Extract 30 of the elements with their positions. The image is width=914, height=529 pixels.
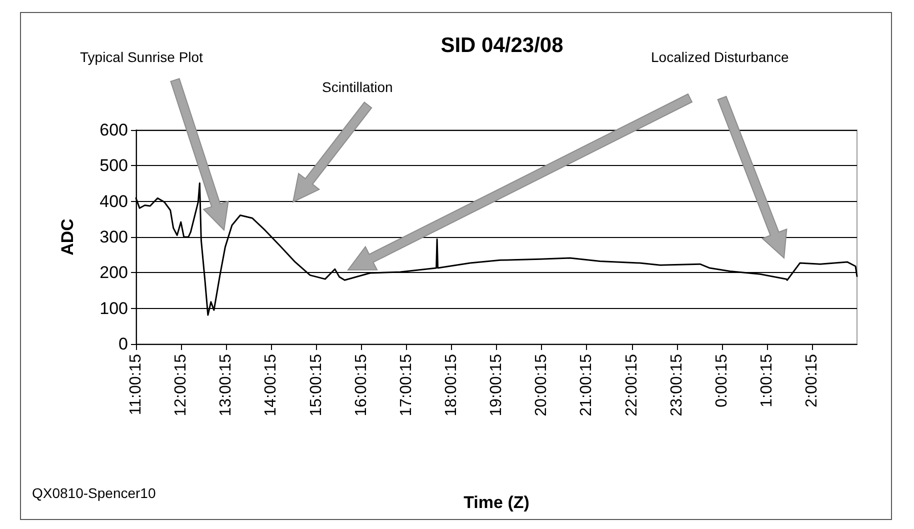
- text: Localized Disturbance: [651, 49, 789, 65]
- x-tick-label: 23:00:15: [668, 354, 686, 416]
- y-tick-label: 300: [100, 228, 128, 246]
- text: Scintillation: [322, 79, 393, 95]
- y-tick-label: 0: [118, 334, 128, 354]
- x-tick-label: 19:00:15: [488, 354, 506, 416]
- y-tick-label: 200: [100, 263, 128, 282]
- x-tick-label: 22:00:15: [623, 354, 640, 416]
- y-tick-label: 500: [100, 156, 128, 176]
- y-tick-label: 100: [100, 298, 128, 318]
- x-tick-label: 15:00:15: [308, 354, 325, 416]
- x-tick-label: 16:00:15: [352, 354, 370, 416]
- text: Typical Sunrise Plot: [80, 49, 204, 65]
- x-tick-label: 11:00:15: [128, 354, 144, 416]
- y-axis-title: ADC: [58, 218, 77, 256]
- chart-title: SID 04/23/08: [440, 34, 564, 57]
- x-tick-label: 21:00:15: [578, 354, 596, 416]
- x-tick-label: 12:00:15: [172, 354, 190, 416]
- x-tick-label: 14:00:15: [262, 354, 280, 416]
- x-tick-label: 20:00:15: [533, 354, 550, 416]
- x-tick-label: 0:00:15: [713, 354, 730, 408]
- y-tick-label: 400: [100, 192, 128, 211]
- x-axis-title: Time (Z): [464, 493, 530, 512]
- x-tick-label: 2:00:15: [804, 354, 821, 408]
- x-tick-label: 1:00:15: [758, 354, 776, 408]
- text: QX0810-Spencer10: [32, 485, 156, 501]
- y-tick-label: 600: [100, 120, 128, 140]
- x-tick-label: 13:00:15: [218, 354, 235, 416]
- x-tick-label: 18:00:15: [443, 354, 460, 416]
- x-tick-label: 17:00:15: [398, 354, 415, 416]
